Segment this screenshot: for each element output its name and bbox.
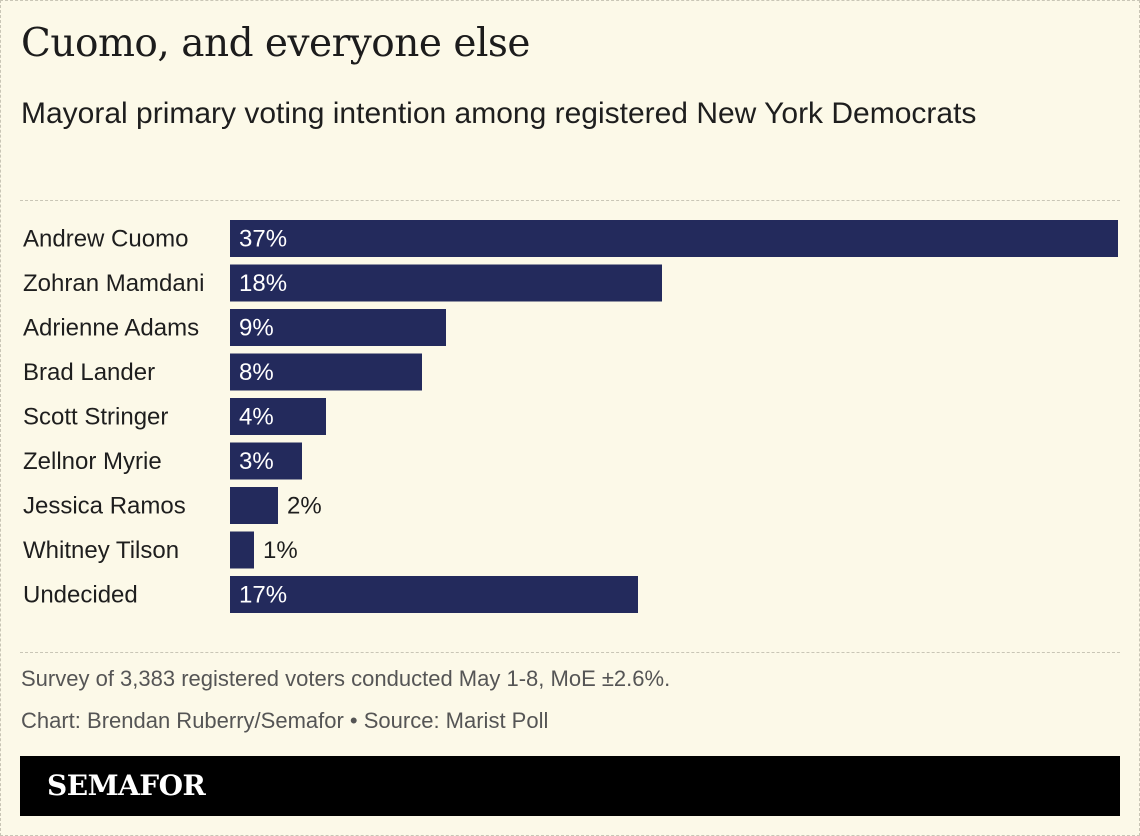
bar	[230, 487, 278, 524]
value-label: 8%	[239, 359, 274, 386]
bar	[230, 576, 638, 613]
bar	[230, 398, 326, 435]
value-label: 3%	[239, 448, 274, 475]
chart-title: Cuomo, and everyone else	[21, 21, 531, 66]
category-label: Andrew Cuomo	[23, 226, 188, 253]
footer-divider	[20, 652, 1120, 653]
value-label: 17%	[239, 582, 287, 609]
bar	[230, 264, 662, 302]
value-label: 9%	[239, 315, 274, 342]
category-label: Adrienne Adams	[23, 315, 199, 342]
value-label: 37%	[239, 226, 287, 253]
header-divider	[20, 200, 1120, 201]
value-label: 2%	[287, 493, 322, 520]
bar	[230, 309, 446, 346]
bar	[230, 220, 1118, 257]
chart-credit: Chart: Brendan Ruberry/Semafor • Source:…	[21, 708, 549, 733]
chart-subtitle: Mayoral primary voting intention among r…	[21, 97, 977, 130]
bar	[230, 353, 422, 391]
value-label: 18%	[239, 270, 287, 297]
category-label: Whitney Tilson	[23, 537, 179, 564]
category-label: Scott Stringer	[23, 404, 168, 431]
category-label: Jessica Ramos	[23, 493, 186, 520]
survey-note: Survey of 3,383 registered voters conduc…	[21, 666, 671, 691]
category-label: Zellnor Myrie	[23, 448, 162, 475]
bar	[230, 531, 254, 569]
bar	[230, 442, 302, 480]
category-label: Undecided	[23, 582, 138, 609]
brand-bar: SEMAFOR	[20, 756, 1120, 816]
value-label: 4%	[239, 404, 274, 431]
semafor-logo: SEMAFOR	[47, 769, 206, 802]
bar-chart: Andrew Cuomo 37% Zohran Mamdani 18% Adrienne…	[23, 220, 1118, 613]
value-label: 1%	[263, 537, 298, 564]
category-label: Zohran Mamdani	[23, 270, 204, 297]
category-label: Brad Lander	[23, 359, 155, 386]
